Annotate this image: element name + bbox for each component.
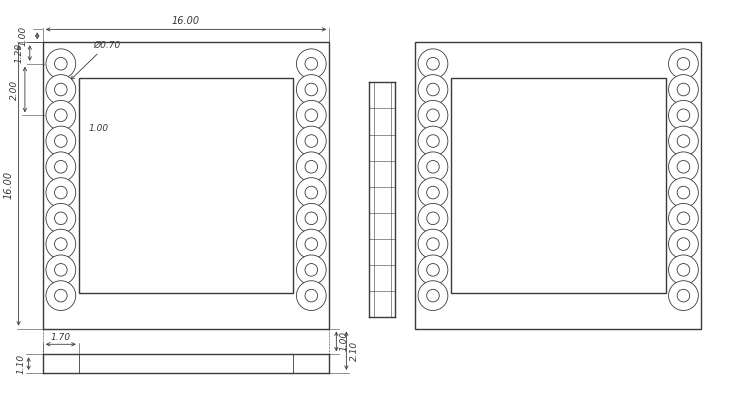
Circle shape (296, 74, 326, 104)
Circle shape (668, 49, 698, 79)
Circle shape (305, 212, 317, 224)
Circle shape (427, 186, 439, 199)
Circle shape (427, 135, 439, 147)
Circle shape (46, 178, 76, 207)
Bar (79, 78, 293, 293)
Circle shape (427, 57, 439, 70)
Circle shape (305, 83, 317, 96)
Circle shape (46, 100, 76, 130)
Circle shape (55, 263, 68, 276)
Circle shape (668, 229, 698, 259)
Circle shape (305, 109, 317, 121)
Text: Ø0.70: Ø0.70 (71, 41, 120, 80)
Circle shape (418, 229, 448, 259)
Circle shape (296, 152, 326, 181)
Text: 1.70: 1.70 (51, 333, 71, 342)
Circle shape (46, 152, 76, 181)
Circle shape (677, 186, 690, 199)
Circle shape (427, 109, 439, 121)
Circle shape (677, 160, 690, 173)
Circle shape (296, 126, 326, 156)
Circle shape (418, 203, 448, 233)
Circle shape (418, 74, 448, 104)
Circle shape (668, 255, 698, 285)
Circle shape (305, 289, 317, 302)
Circle shape (305, 263, 317, 276)
Circle shape (46, 74, 76, 104)
Circle shape (55, 109, 68, 121)
Circle shape (305, 160, 317, 173)
Circle shape (418, 178, 448, 207)
Circle shape (46, 203, 76, 233)
Circle shape (677, 212, 690, 224)
Circle shape (305, 238, 317, 250)
Circle shape (296, 100, 326, 130)
Circle shape (296, 49, 326, 79)
Circle shape (427, 83, 439, 96)
Circle shape (55, 212, 68, 224)
Circle shape (46, 229, 76, 259)
Circle shape (46, 49, 76, 79)
Circle shape (427, 289, 439, 302)
Circle shape (46, 126, 76, 156)
Circle shape (418, 126, 448, 156)
Circle shape (677, 238, 690, 250)
Circle shape (427, 238, 439, 250)
Circle shape (418, 100, 448, 130)
Circle shape (55, 289, 68, 302)
Circle shape (677, 83, 690, 96)
Text: 2.10: 2.10 (350, 341, 358, 361)
Circle shape (677, 135, 690, 147)
Circle shape (668, 152, 698, 181)
Circle shape (668, 100, 698, 130)
Bar (415, 42, 701, 328)
Circle shape (55, 83, 68, 96)
Circle shape (427, 263, 439, 276)
Circle shape (427, 160, 439, 173)
Text: 1.20: 1.20 (15, 43, 24, 63)
Circle shape (46, 255, 76, 285)
Circle shape (55, 135, 68, 147)
Circle shape (55, 57, 68, 70)
Bar (43, 42, 329, 328)
Circle shape (677, 109, 690, 121)
Circle shape (55, 160, 68, 173)
Text: 1.00: 1.00 (340, 332, 349, 351)
Circle shape (55, 238, 68, 250)
Circle shape (296, 281, 326, 310)
Text: 1.10: 1.10 (16, 353, 26, 374)
Circle shape (668, 203, 698, 233)
Circle shape (668, 126, 698, 156)
Circle shape (296, 178, 326, 207)
Circle shape (677, 57, 690, 70)
Circle shape (668, 281, 698, 310)
Circle shape (418, 49, 448, 79)
Circle shape (305, 186, 317, 199)
Text: 1.00: 1.00 (18, 26, 27, 46)
Circle shape (668, 178, 698, 207)
Text: 16.00: 16.00 (172, 16, 200, 26)
Circle shape (305, 135, 317, 147)
Circle shape (296, 229, 326, 259)
Text: 2.00: 2.00 (10, 80, 20, 100)
Circle shape (418, 152, 448, 181)
Circle shape (55, 186, 68, 199)
Circle shape (418, 255, 448, 285)
Bar (451, 78, 665, 293)
Circle shape (677, 263, 690, 276)
Text: 1.00: 1.00 (88, 124, 109, 133)
Circle shape (305, 57, 317, 70)
Circle shape (668, 74, 698, 104)
Text: 16.00: 16.00 (4, 172, 13, 199)
Circle shape (427, 212, 439, 224)
Circle shape (46, 281, 76, 310)
Circle shape (296, 203, 326, 233)
Circle shape (418, 281, 448, 310)
Circle shape (677, 289, 690, 302)
Circle shape (296, 255, 326, 285)
